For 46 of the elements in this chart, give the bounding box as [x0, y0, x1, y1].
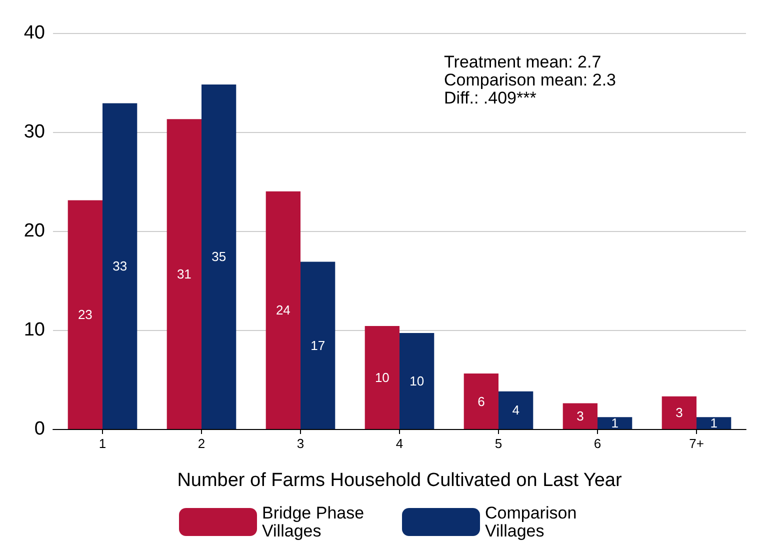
bar: [562, 403, 598, 429]
data-label: 33: [112, 258, 128, 274]
data-label: 4: [512, 402, 520, 418]
x-tick-label: 5: [494, 436, 502, 451]
bar: [696, 417, 732, 429]
y-tick-label: 40: [24, 22, 45, 44]
bar: [364, 326, 400, 429]
y-tick-label: 0: [34, 418, 45, 440]
data-label: 17: [310, 338, 326, 353]
data-label: 10: [374, 370, 390, 386]
y-tick-label: 30: [24, 122, 45, 142]
annotation: Comparison mean: 2.3: [444, 70, 616, 90]
data-label: 6: [478, 394, 485, 409]
annotation: Diff.: .409***: [444, 88, 537, 108]
x-tick-label: 2: [198, 436, 206, 451]
data-label: 1: [611, 416, 618, 431]
bar: [662, 396, 696, 429]
data-label: 3: [576, 408, 584, 424]
bar: [300, 262, 336, 429]
bar: [166, 119, 202, 429]
data-label: 3: [676, 405, 683, 420]
x-tick-label: 3: [296, 436, 304, 451]
bar: [102, 103, 138, 429]
bar: [464, 374, 498, 429]
legend-label: Bridge Phase Villages: [262, 504, 369, 540]
data-label: 23: [78, 307, 92, 322]
data-label: 31: [176, 266, 192, 282]
bar: [266, 191, 300, 429]
legend-label: Comparison Villages: [485, 504, 582, 540]
x-axis-title: Number of Farms Household Cultivated on Last Year: [177, 470, 622, 491]
bar: [400, 332, 434, 429]
annotation: Treatment mean: 2.7: [444, 52, 602, 72]
data-label: 24: [276, 302, 290, 318]
bar: [202, 84, 236, 429]
data-label: 1: [710, 416, 718, 431]
x-tick-label: 1: [98, 436, 106, 451]
data-label: 35: [212, 249, 226, 264]
x-tick-label: 6: [594, 436, 602, 451]
bar: [68, 200, 102, 429]
x-tick-label: 7+: [689, 436, 704, 451]
bar: [598, 417, 632, 429]
x-tick-label: 4: [396, 436, 404, 451]
y-tick-label: 10: [24, 320, 45, 340]
bar: [498, 391, 534, 429]
data-label: 10: [410, 373, 424, 388]
y-tick-label: 20: [24, 220, 45, 242]
